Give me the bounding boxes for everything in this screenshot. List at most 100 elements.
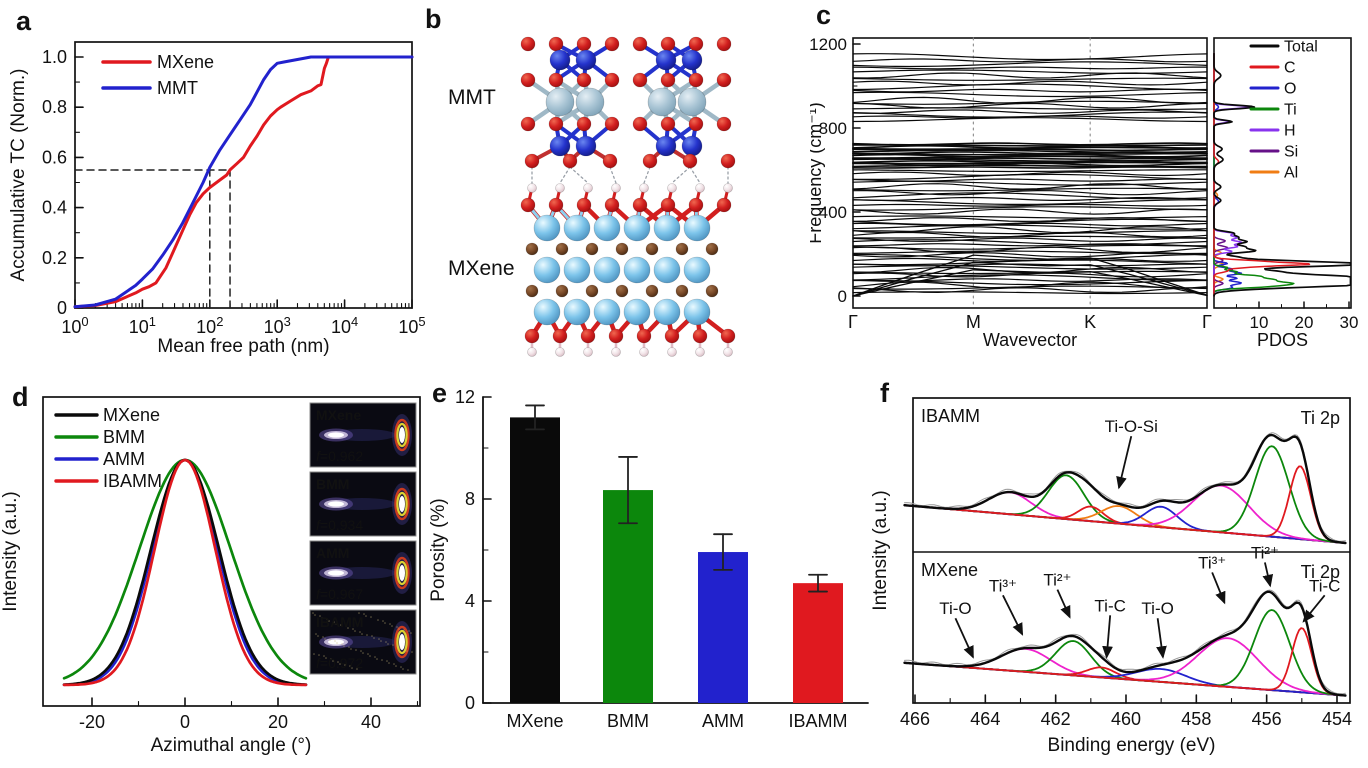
y-tick-label: 0 [57, 298, 67, 318]
saxs-inset-IBAMM: IBAMM f=0.972 [309, 609, 417, 675]
atom-Ti [593, 298, 621, 326]
atom-H [527, 183, 537, 193]
legend-label-BMM: BMM [103, 427, 145, 447]
atom-Ti [623, 256, 651, 284]
atom-Si [681, 49, 703, 71]
y-tick-label: 1.0 [42, 47, 67, 67]
atom-O [692, 328, 708, 344]
atom-H [723, 183, 733, 193]
atom-Ti [563, 256, 591, 284]
atom-C [615, 242, 629, 256]
svg-text:101: 101 [129, 314, 156, 337]
atom-O [632, 116, 648, 132]
atom-O [716, 116, 732, 132]
atom-O [632, 197, 648, 213]
atom-O [688, 36, 704, 52]
y-tick-label: 0.2 [42, 248, 67, 268]
saxs-inset-AMM: AMM f=0.967 [309, 540, 417, 606]
peak-label: Ti-O [1141, 599, 1173, 618]
svg-text:0: 0 [465, 693, 475, 713]
svg-text:0: 0 [838, 287, 847, 306]
atom-O [688, 72, 704, 88]
peak-label: Ti²⁺ [1251, 543, 1279, 562]
atom-C [525, 242, 539, 256]
svg-text:8: 8 [465, 489, 475, 509]
atom-O [520, 72, 536, 88]
atom-Ti [533, 298, 561, 326]
atom-H [695, 347, 705, 357]
atom-O [576, 72, 592, 88]
atom-H [583, 183, 593, 193]
envelope-MXene [903, 590, 1347, 697]
y-axis-label: Intensity (a.u.) [0, 491, 21, 611]
pdos-legend-H: H [1284, 123, 1296, 140]
atom-Ti [683, 214, 711, 242]
svg-text:12: 12 [455, 387, 475, 407]
inset-f-value: f=0.967 [316, 586, 363, 602]
atom-O [520, 197, 536, 213]
panel-letter-d: d [12, 382, 29, 412]
atom-Si [681, 135, 703, 157]
peak-label: Ti-O [939, 599, 971, 618]
atom-O [664, 328, 680, 344]
envelope-IBAMM [903, 433, 1347, 545]
panel-letter-e: e [432, 378, 448, 408]
structure-label-MMT: MMT [448, 86, 496, 109]
atom-Ti [623, 298, 651, 326]
atom-O [716, 72, 732, 88]
svg-text:103: 103 [264, 314, 291, 337]
atom-O [636, 328, 652, 344]
peak-label: Ti-C [1309, 576, 1340, 595]
atom-Si [655, 135, 677, 157]
curve-MMT [73, 55, 414, 309]
panel-letter-a: a [16, 6, 32, 36]
atom-O [602, 153, 618, 169]
panel-a-accumulative-tc-chart: 100 101 102 103 104 105 0 0.2 0.4 0.6 0.8 1.0 MXene M… [8, 41, 426, 357]
svg-text:462: 462 [1041, 709, 1071, 729]
atom-O [576, 116, 592, 132]
atom-Ti [653, 256, 681, 284]
atom-H [611, 347, 621, 357]
atom-O [682, 153, 698, 169]
atom-O [562, 153, 578, 169]
atom-H [639, 347, 649, 357]
panel-f-xps-spectra-chart: 466 464 462 460 458 456 454 IBAMM Ti 2p Ti-O-Si MX… [870, 397, 1352, 756]
atom-O [524, 328, 540, 344]
atom-C [705, 284, 719, 298]
peak-label: Ti-O-Si [1105, 417, 1158, 436]
atom-O [660, 72, 676, 88]
atom-O [552, 328, 568, 344]
atom-O [660, 197, 676, 213]
atom-O [548, 116, 564, 132]
svg-text:20: 20 [1295, 313, 1314, 332]
atom-O [660, 116, 676, 132]
atom-H [695, 183, 705, 193]
x-axis-label: Binding energy (eV) [1048, 735, 1216, 756]
pdos-legend-O: O [1284, 81, 1296, 98]
atom-O [548, 36, 564, 52]
atom-Ti [563, 214, 591, 242]
atom-O [604, 197, 620, 213]
atom-C [585, 284, 599, 298]
pdos-legend-Si: Si [1284, 144, 1298, 161]
y-axis-label: Porosity (%) [430, 498, 449, 601]
x-axis-label: Mean free path (nm) [157, 336, 329, 357]
kpoint-label: M [966, 312, 981, 332]
svg-text:466: 466 [900, 709, 930, 729]
panel-e-porosity-bar-chart: 0 4 8 12 MXene BMM AMM IBAMM Porosity (%) [430, 387, 869, 731]
inset-f-value: f=0.972 [316, 655, 363, 671]
atom-O [604, 36, 620, 52]
saxs-inset-MXene: MXene f=0.962 [309, 402, 417, 468]
atom-Ti [563, 298, 591, 326]
peak-label: Ti³⁺ [1198, 553, 1226, 572]
atom-H [611, 183, 621, 193]
svg-text:105: 105 [398, 314, 425, 337]
svg-text:-20: -20 [79, 712, 105, 732]
frequency-axis-label: Frequency (cm⁻¹) [810, 102, 825, 244]
pdos-curve-Total [1213, 52, 1352, 297]
kpoint-label: Γ [848, 312, 858, 332]
atom-O [642, 153, 658, 169]
bar-label-MXene: MXene [506, 711, 563, 731]
atom-H [667, 183, 677, 193]
